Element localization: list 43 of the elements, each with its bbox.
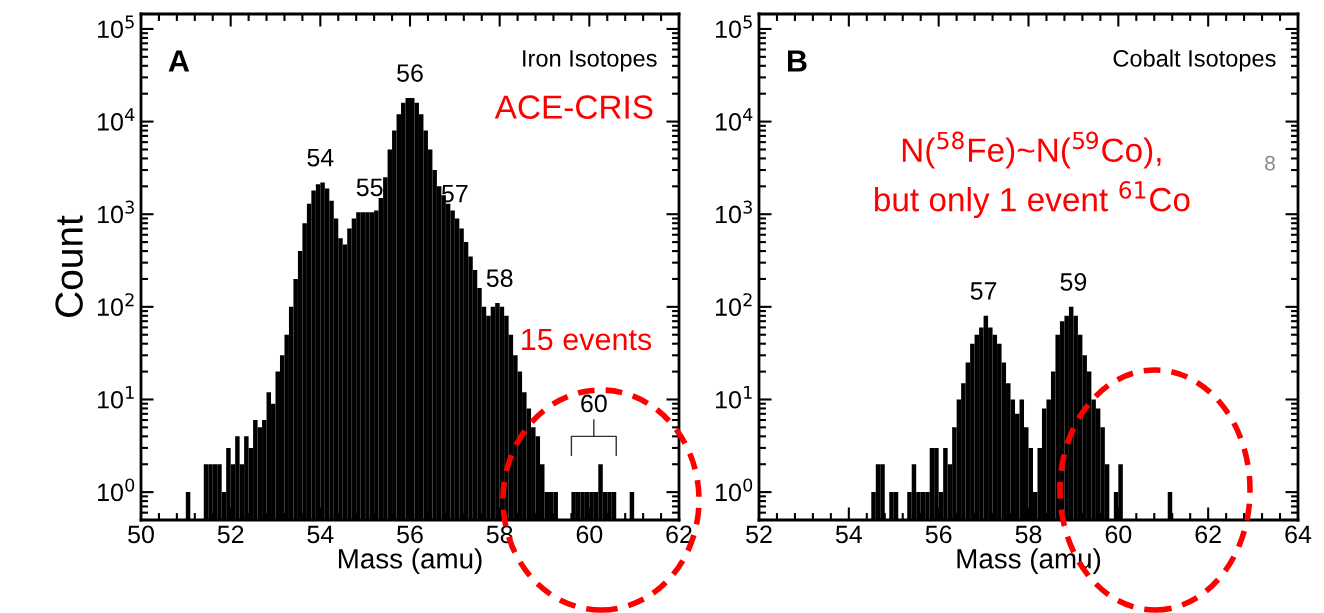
y-tick-label: 10$^{5}$	[716, 15, 752, 39]
y-tick-label: 10$^{2}$	[98, 293, 134, 316]
x-tick-label: 54	[307, 525, 334, 544]
y-tick-label: 10$^{4}$	[98, 108, 135, 131]
x-tick-label: 52	[217, 525, 244, 544]
annotation: N($^{58}$Fe)~N($^{59}$Co), but only 1 event $^{61}$Co	[874, 131, 1190, 219]
annotation: 55	[356, 178, 383, 197]
y-tick-label: 10$^{1}$	[716, 386, 752, 409]
y-tick-label: 10$^{0}$	[716, 478, 753, 502]
annotation: ACE-CRIS	[494, 95, 653, 119]
annotation: Iron Isotopes	[523, 50, 657, 72]
x-tick-label: 62	[1195, 525, 1221, 544]
y-tick-label: 10$^{0}$	[98, 478, 135, 502]
annotation: 57	[970, 282, 997, 300]
annotation: 15 events	[522, 328, 652, 351]
x-tick-label: 62	[666, 525, 692, 544]
annotation: 56	[397, 64, 423, 82]
annotation: B	[787, 50, 807, 72]
x-tick-label: 58	[1015, 525, 1042, 544]
y-tick-label: 10$^{4}$	[716, 108, 753, 131]
annotation: A	[168, 50, 190, 72]
y-tick-label: 10$^{1}$	[98, 386, 134, 409]
annotation: 59	[1060, 273, 1087, 291]
annotation: 54	[307, 149, 334, 167]
annotation: Cobalt Isotopes	[1113, 49, 1276, 72]
x-axis-title: Mass (amu)	[957, 548, 1101, 575]
annotation: 60	[581, 394, 607, 413]
x-tick-label: 52	[746, 525, 772, 544]
x-tick-label: 50	[128, 525, 154, 544]
x-tick-label: 54	[835, 525, 863, 544]
annotation: 8	[1265, 155, 1275, 171]
y-tick-label: 10$^{2}$	[716, 293, 752, 316]
x-tick-label: 56	[925, 525, 952, 544]
x-tick-label: 60	[576, 525, 603, 544]
y-tick-label: 10$^{5}$	[98, 15, 134, 39]
y-tick-label: 10$^{3}$	[98, 200, 134, 224]
x-tick-label: 64	[1285, 525, 1312, 544]
x-tick-label: 60	[1105, 525, 1132, 544]
x-axis-title: Mass (amu)	[338, 548, 482, 575]
y-axis-title: Count	[55, 215, 83, 317]
annotation: 58	[486, 269, 513, 287]
x-tick-label: 56	[397, 525, 423, 544]
y-tick-label: 10$^{3}$	[716, 200, 752, 224]
